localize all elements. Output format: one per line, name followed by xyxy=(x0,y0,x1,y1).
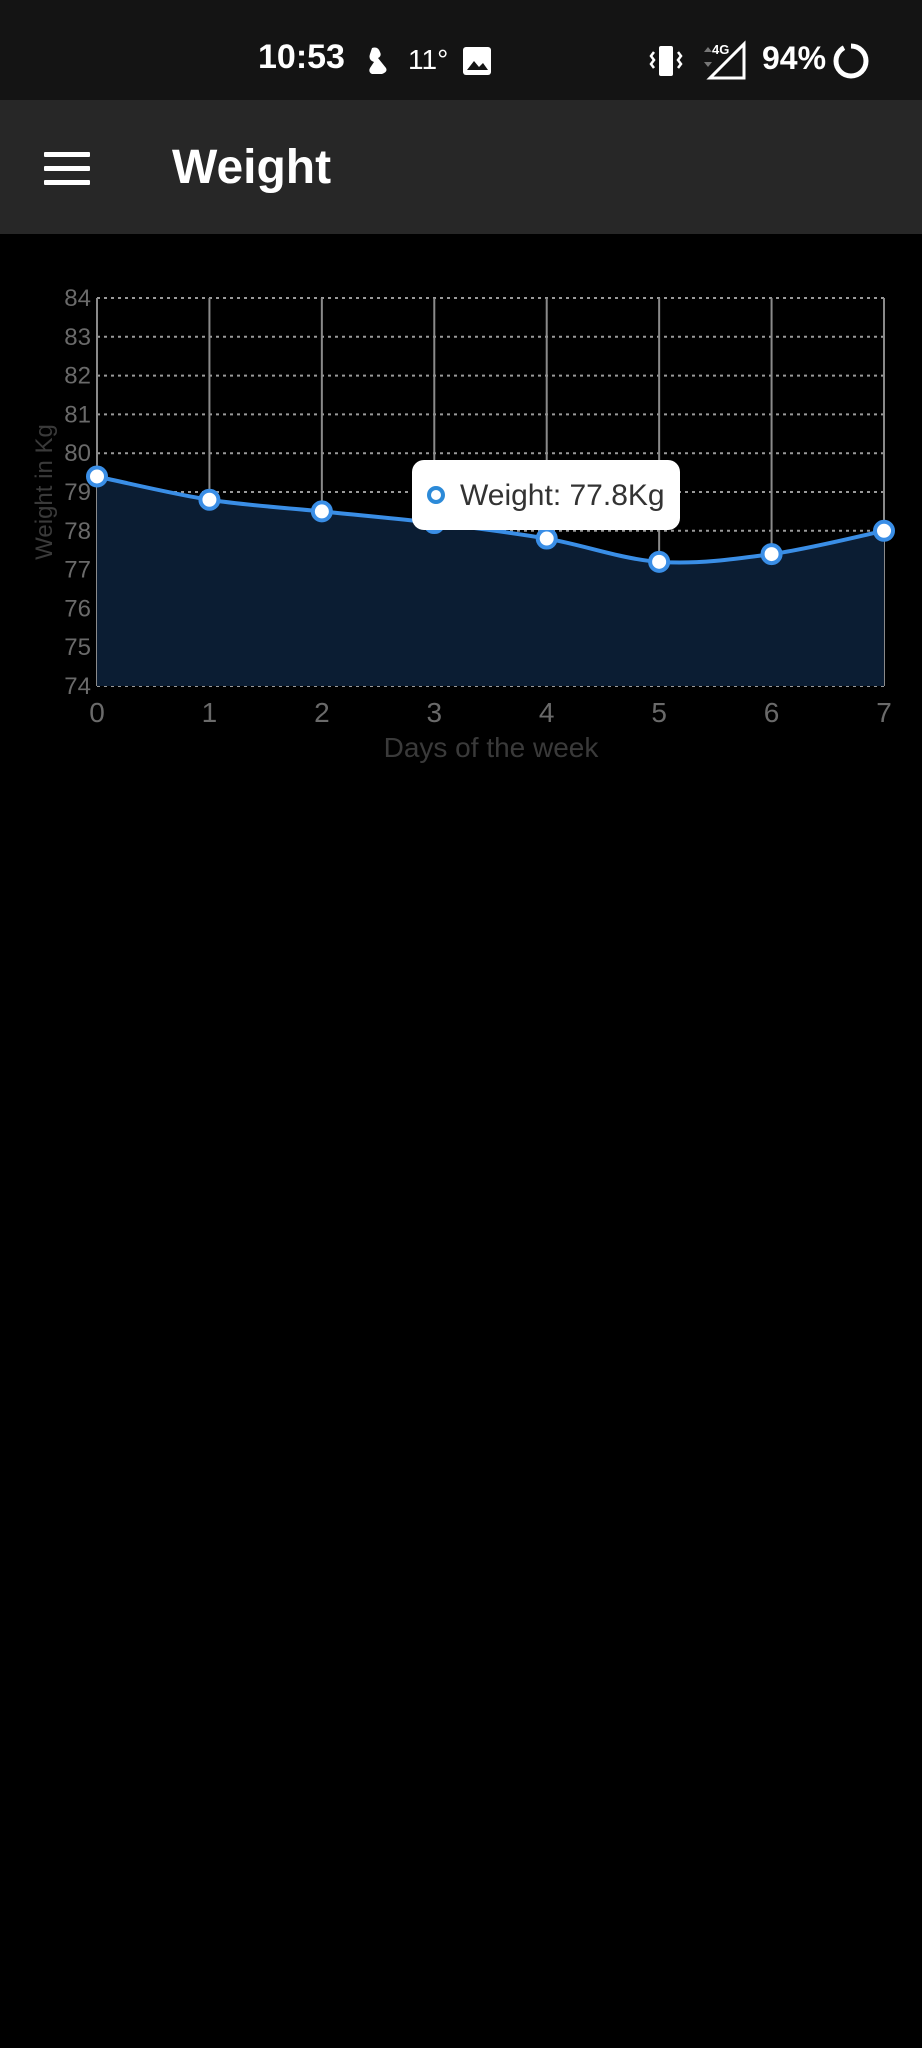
bird-icon xyxy=(362,44,394,83)
x-tick-label: 5 xyxy=(651,697,667,728)
x-tick-label: 0 xyxy=(89,697,105,728)
data-point[interactable] xyxy=(760,543,783,566)
signal-icon: 4G xyxy=(696,40,746,85)
y-tick-label: 74 xyxy=(64,673,91,700)
x-axis-label: Days of the week xyxy=(384,732,600,763)
x-tick-label: 2 xyxy=(314,697,330,728)
chart-area xyxy=(97,476,884,686)
battery-percent: 94% xyxy=(762,40,827,76)
y-axis-label: Weight in Kg xyxy=(31,424,58,560)
vibrate-icon xyxy=(648,44,684,83)
y-tick-label: 76 xyxy=(64,595,91,622)
x-tick-label: 6 xyxy=(764,697,780,728)
x-tick-label: 1 xyxy=(202,697,218,728)
data-point[interactable] xyxy=(648,550,671,573)
x-tick-label: 3 xyxy=(426,697,442,728)
y-tick-label: 84 xyxy=(64,285,91,312)
y-tick-label: 82 xyxy=(64,363,91,390)
chart-line xyxy=(96,474,885,565)
y-tick-label: 81 xyxy=(64,401,91,428)
area-fill xyxy=(97,476,884,686)
tooltip-marker-icon xyxy=(427,486,445,504)
y-tick-label: 80 xyxy=(64,440,91,467)
x-tick-label: 4 xyxy=(539,697,555,728)
y-axis-ticks: 74 75 76 77 78 79 80 81 82 83 84 xyxy=(64,285,91,700)
y-tick-label: 77 xyxy=(64,557,91,584)
x-tick-label: 7 xyxy=(876,697,892,728)
weight-chart[interactable]: 74 75 76 77 78 79 80 81 82 83 84 0 1 2 3 4 5 6 7 Weight i… xyxy=(0,270,922,790)
status-temperature: 11° xyxy=(408,44,449,75)
network-label: 4G xyxy=(712,42,729,57)
status-time: 10:53 xyxy=(258,38,345,76)
page-title: Weight xyxy=(172,141,332,194)
x-axis-ticks: 0 1 2 3 4 5 6 7 xyxy=(89,697,892,728)
chart-tooltip: Weight: 77.8Kg xyxy=(412,460,680,530)
image-icon xyxy=(462,46,492,81)
tooltip-text: Weight: 77.8Kg xyxy=(460,479,665,512)
data-point[interactable] xyxy=(198,488,221,511)
data-point[interactable] xyxy=(86,465,108,488)
y-tick-label: 75 xyxy=(64,634,91,661)
app-bar: Weight xyxy=(0,100,922,234)
data-point[interactable] xyxy=(535,527,558,550)
y-tick-label: 83 xyxy=(64,324,91,351)
status-bar: 10:53 11° 4G 94% xyxy=(0,0,922,100)
series-line xyxy=(96,474,885,565)
battery-ring-icon xyxy=(832,42,870,85)
data-point[interactable] xyxy=(310,500,333,523)
y-tick-label: 78 xyxy=(64,518,91,545)
hamburger-menu-icon[interactable] xyxy=(32,142,102,196)
data-point[interactable] xyxy=(873,519,895,542)
y-tick-label: 79 xyxy=(64,479,91,506)
